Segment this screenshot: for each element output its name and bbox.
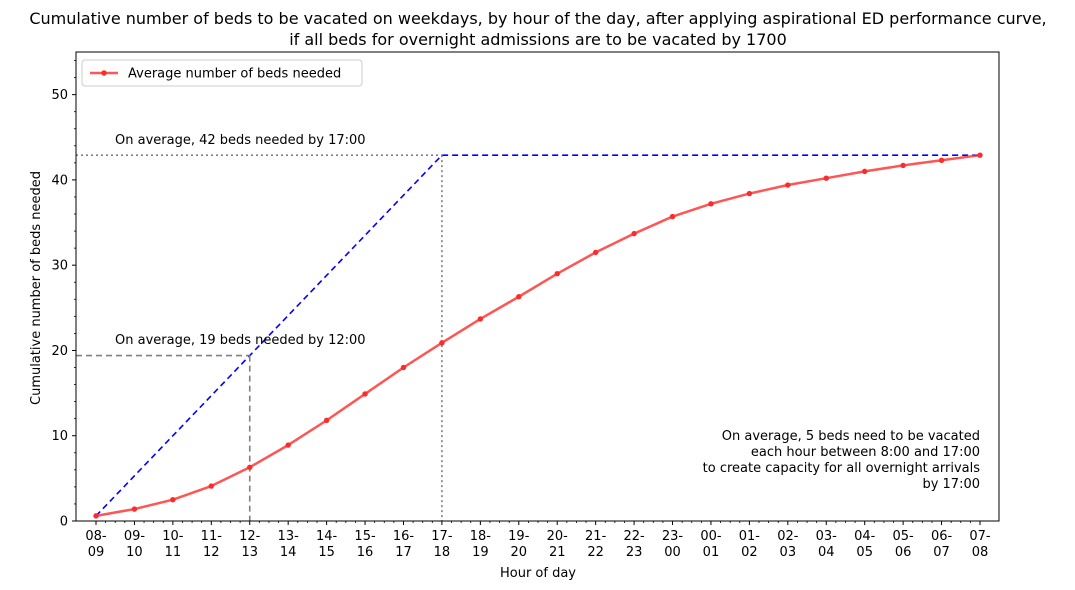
data-point [208,483,215,489]
plot-frame [75,51,1000,522]
x-tick-label: 17-18 [431,529,453,560]
annotation-note: On average, 5 beds need to be vacated ea… [703,429,981,492]
x-tick-label: 18-19 [470,529,492,560]
data-point [631,230,637,237]
x-tick-label: 07-08 [969,529,991,560]
annotation-note-line: each hour between 8:00 and 17:00 [751,445,980,460]
annotation-note-line: to create capacity for all overnight arr… [703,461,981,476]
data-point [516,294,522,300]
y-tick-label: 30 [51,259,68,274]
data-point [669,213,676,220]
data-point [823,175,829,181]
data-point [323,417,330,424]
x-tick-label: 03-04 [816,529,838,560]
data-point [746,190,753,197]
legend-marker [101,70,107,76]
x-tick-label: 13-14 [278,529,300,560]
y-tick-label: 50 [51,88,68,103]
x-axis-label: Hour of day [500,566,576,581]
data-point [592,249,599,256]
x-tick-label: 11-12 [201,529,223,560]
y-tick-label: 10 [51,429,68,444]
data-point [861,168,868,175]
data-point [439,340,445,346]
x-tick-label: 16-17 [393,529,415,560]
data-point [708,201,714,207]
chart-title-line-1: Cumulative number of beds to be vacated … [29,9,1046,28]
data-point [400,364,407,371]
x-tick-label: 09-10 [124,529,146,560]
x-tick-label: 19-20 [508,529,530,560]
annotation-beds-17: On average, 42 beds needed by 17:00 [115,133,366,148]
annotation-note-line: On average, 5 beds need to be vacated [722,429,980,444]
annotation-note-line: by 17:00 [922,477,980,492]
legend-box [81,59,363,87]
x-tick-label: 02-03 [777,529,799,560]
legend-label: Average number of beds needed [128,67,341,82]
data-point [247,464,253,470]
data-point [477,316,484,322]
data-point [170,496,176,503]
x-tick-label: 10-11 [162,529,184,560]
data-point [131,506,138,512]
x-tick-label: 00-01 [700,529,722,560]
plot-area: 0 10 20 30 40 50 08-09 09-10 10-11 11-12 12-13 13-1… [51,51,1000,560]
legend: Average number of beds needed [81,59,363,87]
x-tick-label: 22-23 [623,529,645,560]
data-point [938,157,945,163]
data-point [362,391,368,397]
x-tick-label: 20-21 [547,529,569,560]
series-line [95,153,981,518]
x-tick-label: 15-16 [354,529,376,560]
data-point [785,182,791,188]
x-tick-label: 01-02 [739,529,761,560]
x-tick-label: 08-09 [85,529,107,560]
x-tick-label: 06-07 [931,529,953,560]
y-axis-label: Cumulative number of beds needed [29,171,44,405]
data-point [900,162,906,169]
y-tick-label: 20 [51,344,68,359]
x-tick-label: 04-05 [854,529,876,560]
data-point [93,513,99,519]
annotation-beds-12: On average, 19 beds needed by 12:00 [115,333,366,348]
data-point [285,442,291,448]
y-tick-label: 0 [60,515,68,530]
data-point [554,271,560,277]
x-tick-label: 14-15 [316,529,338,560]
x-tick-label: 05-06 [893,529,915,560]
chart-title-line-2: if all beds for overnight admissions are… [289,30,787,49]
data-point [977,152,983,158]
x-tick-label: 21-22 [585,529,607,560]
x-tick-label: 23-00 [662,529,684,560]
x-tick-label: 12-13 [239,529,261,560]
y-tick-label: 40 [51,173,68,188]
